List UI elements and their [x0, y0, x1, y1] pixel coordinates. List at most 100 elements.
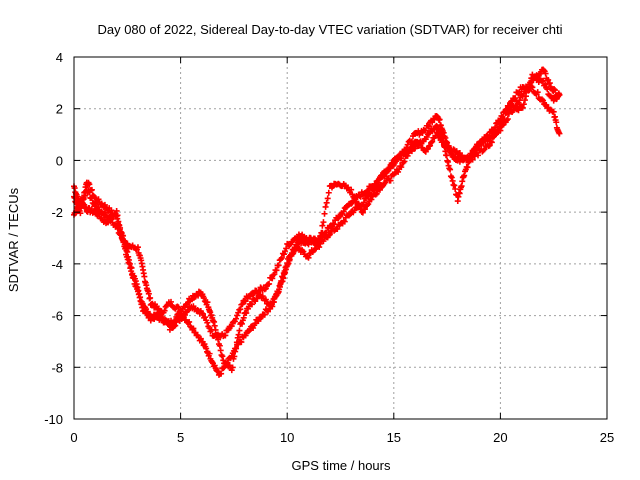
data-point — [448, 174, 455, 181]
data-point — [128, 268, 135, 275]
x-tick-label: 25 — [600, 430, 614, 445]
data-point — [318, 229, 325, 236]
data-point — [261, 311, 268, 318]
data-point — [540, 97, 547, 104]
data-point — [316, 244, 323, 251]
chart-title: Day 080 of 2022, Sidereal Day-to-day VTE… — [97, 22, 562, 37]
data-point — [551, 87, 558, 94]
data-point — [387, 177, 394, 184]
data-point — [538, 96, 545, 103]
data-point — [235, 331, 242, 338]
data-point — [312, 245, 319, 252]
data-point — [362, 206, 369, 213]
x-tick-label: 20 — [493, 430, 507, 445]
data-point — [211, 322, 218, 329]
data-point — [321, 210, 328, 217]
data-point — [322, 203, 329, 210]
data-point — [475, 152, 482, 159]
data-point — [156, 314, 163, 321]
data-point — [242, 298, 249, 305]
data-point — [449, 177, 456, 184]
data-point — [305, 254, 312, 261]
data-point — [278, 254, 285, 261]
data-point — [261, 297, 268, 304]
data-point — [218, 370, 225, 377]
data-point — [526, 84, 533, 91]
data-point — [107, 216, 114, 223]
data-point — [442, 134, 449, 141]
data-point — [241, 297, 248, 304]
data-point — [269, 275, 276, 282]
data-point — [522, 93, 529, 100]
data-point — [134, 288, 141, 295]
data-point — [480, 138, 487, 145]
data-point — [281, 268, 288, 275]
data-point — [519, 104, 526, 111]
data-point — [147, 294, 154, 301]
data-point — [540, 67, 547, 74]
data-point — [164, 321, 171, 328]
data-point — [425, 123, 432, 130]
data-point — [525, 87, 532, 94]
data-point — [430, 116, 437, 123]
data-point — [286, 256, 293, 263]
data-point — [269, 299, 276, 306]
data-point — [465, 159, 472, 166]
data-point — [486, 142, 493, 149]
y-axis-title: SDTVAR / TECUs — [6, 187, 21, 292]
series-track-a — [71, 66, 563, 378]
data-point — [138, 301, 145, 308]
data-point — [217, 347, 224, 354]
y-tick-label: 4 — [56, 50, 63, 65]
data-point — [92, 208, 99, 215]
data-point — [534, 89, 541, 96]
y-tick-label: 2 — [56, 102, 63, 117]
data-point — [245, 328, 252, 335]
data-point — [206, 350, 213, 357]
data-point — [553, 119, 560, 126]
data-point — [398, 164, 405, 171]
data-point — [275, 262, 282, 269]
data-point — [161, 307, 168, 314]
data-point — [199, 310, 206, 317]
data-point — [235, 309, 242, 316]
data-point — [237, 306, 244, 313]
data-point — [355, 200, 362, 207]
data-point — [229, 364, 236, 371]
x-tick-label: 15 — [387, 430, 401, 445]
data-point — [279, 273, 286, 280]
data-point — [203, 345, 210, 352]
data-point — [249, 301, 256, 308]
data-point — [365, 201, 372, 208]
data-point — [516, 97, 523, 104]
data-point — [190, 325, 197, 332]
data-point — [185, 319, 192, 326]
data-point — [266, 280, 273, 287]
data-point — [77, 210, 84, 217]
data-point — [544, 86, 551, 93]
data-point — [243, 310, 250, 317]
data-point — [512, 95, 519, 102]
data-point — [95, 204, 102, 211]
data-point — [130, 275, 137, 282]
data-point — [375, 186, 382, 193]
axis-ticks — [73, 56, 608, 420]
data-point — [282, 264, 289, 271]
data-point — [108, 207, 115, 214]
data-point — [439, 138, 446, 145]
data-point — [480, 147, 487, 154]
data-point — [283, 263, 290, 270]
data-point — [120, 239, 127, 246]
data-point — [277, 281, 284, 288]
data-point — [117, 230, 124, 237]
data-point — [404, 141, 411, 148]
data-point — [447, 166, 454, 173]
data-point — [498, 121, 505, 128]
data-point — [341, 218, 348, 225]
data-point — [428, 139, 435, 146]
data-point — [550, 108, 557, 115]
data-point — [348, 186, 355, 193]
data-point — [134, 244, 141, 251]
data-point — [307, 234, 314, 241]
